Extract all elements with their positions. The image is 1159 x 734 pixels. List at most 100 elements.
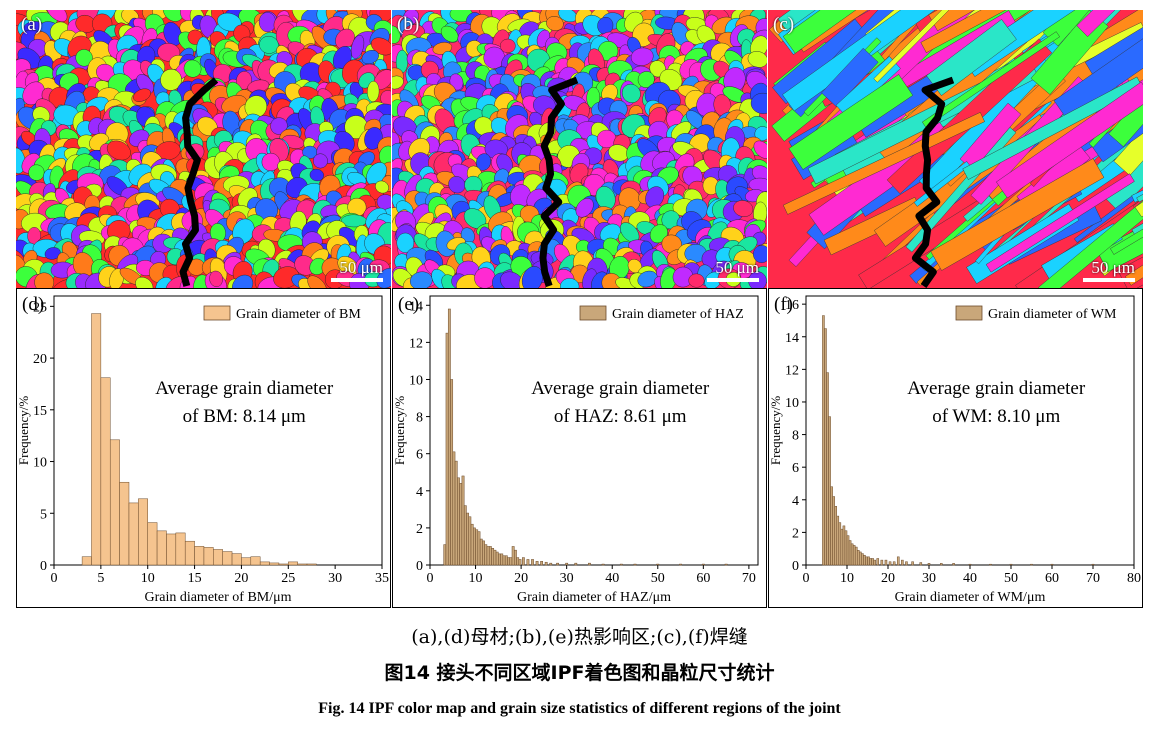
bar	[565, 562, 569, 566]
bar	[865, 556, 868, 566]
average-annotation: of WM: 8.10 μm	[932, 406, 1060, 427]
ipf-map-bm-image	[16, 10, 391, 288]
legend-label: Grain diameter of HAZ	[612, 307, 744, 322]
ipf-map-bm: (a) 50 μm	[16, 10, 391, 288]
y-tick-label: 8	[792, 429, 799, 444]
y-tick-label: 2	[792, 526, 799, 541]
bar	[100, 377, 111, 566]
crack-path	[179, 77, 219, 287]
x-tick-label: 10	[141, 571, 155, 586]
bar	[493, 549, 497, 566]
bar	[306, 563, 317, 566]
bar	[175, 532, 186, 566]
x-tick-label: 80	[1127, 571, 1141, 586]
bar	[488, 546, 492, 566]
scale-bar-label-c: 50 μm	[1091, 258, 1135, 277]
crack-path	[911, 76, 955, 288]
bar	[633, 563, 637, 566]
ipf-map-haz-image	[392, 10, 767, 288]
crack-path	[539, 76, 579, 288]
figure-caption-english: Fig. 14 IPF color map and grain size sta…	[318, 700, 841, 717]
bar	[269, 562, 280, 566]
bar	[876, 558, 880, 566]
bar	[511, 546, 515, 566]
bar	[873, 559, 876, 566]
bar	[540, 561, 544, 566]
bar	[588, 562, 591, 566]
bar	[128, 502, 139, 566]
bar	[213, 549, 223, 566]
legend-swatch	[203, 305, 231, 321]
x-tick-label: 40	[605, 571, 619, 586]
bar	[454, 460, 458, 566]
y-tick-label: 0	[416, 559, 423, 574]
scale-bar-b	[707, 278, 759, 282]
bar	[838, 522, 842, 566]
legend-label: Grain diameter of BM	[236, 307, 361, 322]
bar	[1050, 563, 1054, 566]
bar	[447, 308, 451, 566]
bar	[81, 556, 92, 566]
x-tick-label: 20	[514, 571, 528, 586]
panel-label: (e)	[398, 294, 419, 315]
bar	[194, 546, 205, 566]
bar	[491, 548, 495, 566]
bar	[138, 498, 148, 566]
legend-swatch	[579, 305, 607, 321]
bar	[834, 506, 837, 566]
panel-label: (f)	[774, 294, 793, 315]
bar	[452, 451, 456, 566]
bar	[463, 505, 467, 566]
bar	[482, 540, 485, 566]
bar	[473, 527, 476, 566]
bar	[859, 551, 862, 566]
scale-bar-label-a: 50 μm	[339, 258, 383, 277]
x-tick-label: 35	[375, 571, 389, 586]
bar	[184, 540, 195, 566]
x-tick-label: 15	[188, 571, 202, 586]
bar	[861, 553, 864, 566]
bar	[443, 544, 447, 566]
bar	[461, 475, 465, 566]
y-tick-label: 12	[409, 336, 423, 351]
bar	[91, 313, 102, 566]
bar	[250, 556, 261, 566]
bar	[911, 561, 914, 566]
bar	[535, 561, 539, 566]
bar	[701, 563, 705, 566]
bar	[278, 563, 289, 566]
bar	[848, 540, 852, 566]
x-tick-label: 30	[328, 571, 342, 586]
legend-swatch	[955, 305, 983, 321]
bar	[884, 559, 888, 566]
bar	[119, 481, 130, 566]
x-tick-label: 70	[742, 571, 756, 586]
bar	[486, 546, 490, 566]
bar	[109, 439, 120, 566]
bar	[222, 551, 233, 566]
bar	[484, 544, 488, 566]
bar	[822, 315, 825, 566]
x-tick-label: 70	[1086, 571, 1100, 586]
panel-label: (d)	[22, 294, 44, 315]
average-annotation: Average grain diameter	[155, 378, 334, 399]
bar	[459, 483, 463, 566]
bar	[869, 558, 872, 566]
bar	[867, 556, 870, 566]
x-tick-label: 60	[1045, 571, 1059, 586]
bar	[509, 557, 513, 566]
bar	[1091, 563, 1095, 566]
x-tick-label: 40	[963, 571, 977, 586]
bar	[846, 535, 850, 566]
x-tick-label: 50	[1004, 571, 1018, 586]
bar	[901, 559, 904, 566]
y-tick-label: 0	[792, 559, 799, 574]
bars	[822, 315, 1095, 566]
average-annotation: of HAZ: 8.61 μm	[554, 406, 687, 427]
bar	[574, 562, 578, 566]
bar	[619, 563, 623, 566]
bar	[457, 477, 460, 566]
y-tick-label: 10	[33, 456, 47, 471]
bars	[81, 313, 317, 566]
scale-bar-a	[331, 278, 383, 282]
